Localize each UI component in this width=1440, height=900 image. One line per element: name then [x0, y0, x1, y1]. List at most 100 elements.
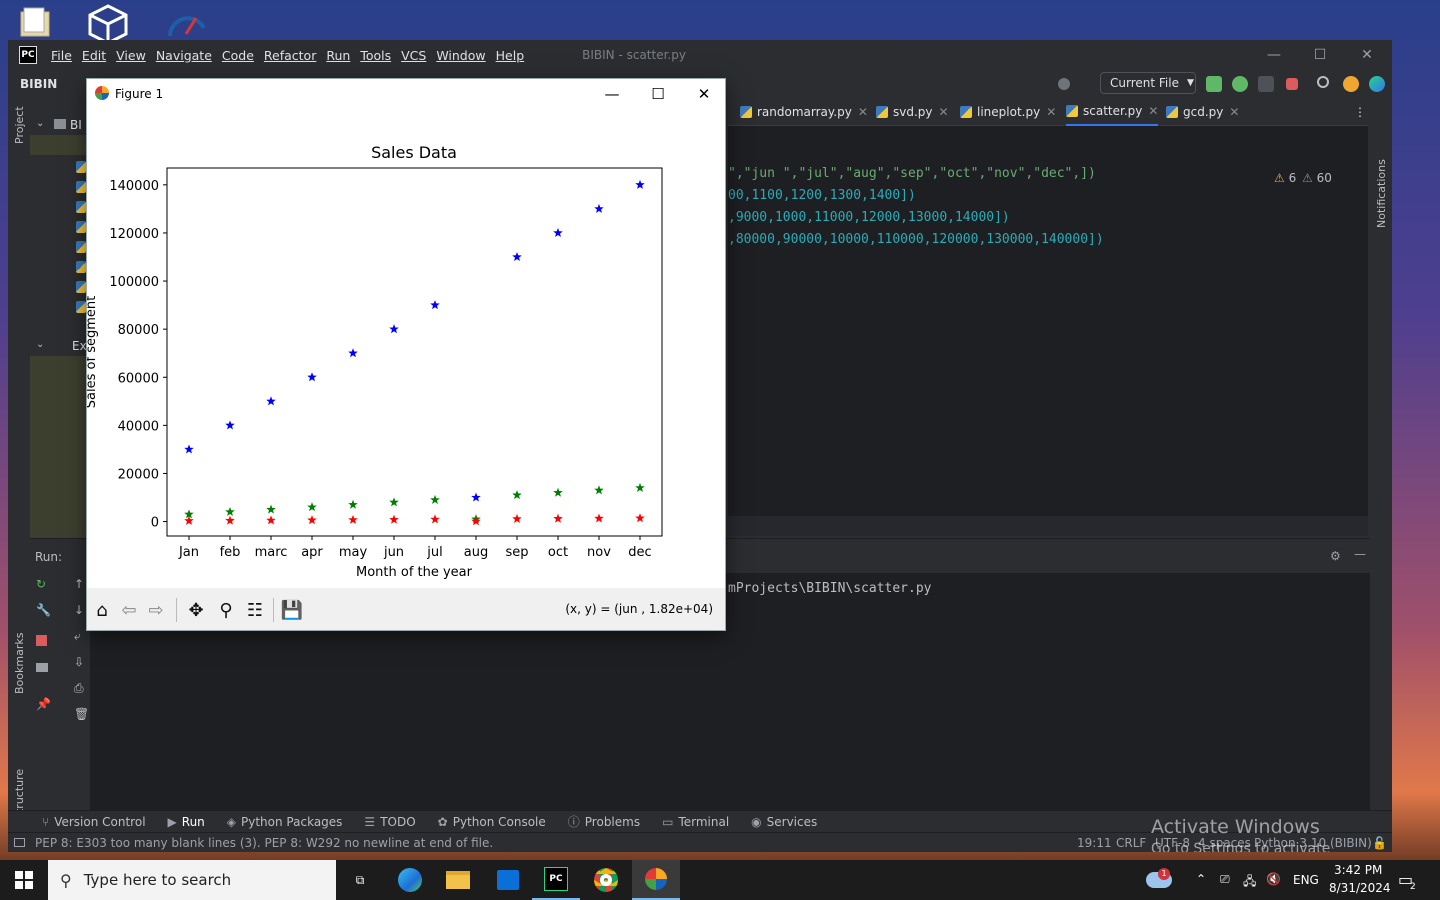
- close-tab-icon[interactable]: ✕: [1046, 105, 1057, 119]
- back-arrow-icon[interactable]: ⇦: [121, 599, 137, 621]
- stop-icon[interactable]: [36, 635, 47, 646]
- chrome-icon[interactable]: [582, 860, 630, 900]
- code-editor[interactable]: randomarray.py ✕ svd.py ✕ lineplot.py ✕ sca…: [728, 98, 1368, 536]
- menu-tools[interactable]: Tools: [360, 47, 392, 63]
- warnings-indicator[interactable]: ⚠ 6: [1274, 171, 1297, 185]
- close-tab-icon[interactable]: ✕: [1148, 104, 1159, 118]
- menu-help[interactable]: Help: [495, 47, 525, 63]
- update-icon[interactable]: [1343, 76, 1359, 92]
- desktop-folder-icon[interactable]: [18, 4, 62, 44]
- tab-svd[interactable]: svd.py ✕: [876, 98, 949, 126]
- notification-center-icon[interactable]: ▭: [1398, 870, 1414, 889]
- print-icon[interactable]: ⎙: [74, 681, 84, 695]
- layout-icon[interactable]: [36, 663, 48, 672]
- tab-lineplot[interactable]: lineplot.py ✕: [960, 98, 1056, 126]
- scroll-to-end-icon[interactable]: ⇩: [74, 655, 85, 669]
- menu-window[interactable]: Window: [436, 47, 486, 63]
- close-tab-icon[interactable]: ✕: [857, 105, 868, 119]
- bookmarks-tool-button[interactable]: Bookmarks: [13, 632, 26, 694]
- jetbrains-ai-icon[interactable]: [1369, 76, 1385, 92]
- trash-icon[interactable]: 🗑: [74, 707, 90, 721]
- desktop-speedometer-icon[interactable]: [164, 4, 208, 44]
- file-explorer-icon[interactable]: [434, 860, 482, 900]
- minimize-button[interactable]: —: [1267, 47, 1281, 63]
- coverage-icon[interactable]: [1258, 76, 1274, 92]
- maximize-button[interactable]: ☐: [1313, 47, 1327, 63]
- menu-run[interactable]: Run: [326, 47, 351, 63]
- status-caret-position[interactable]: 19:11: [1077, 835, 1112, 850]
- pan-move-icon[interactable]: ✥: [188, 599, 204, 621]
- tool-services[interactable]: ◉ Services: [751, 814, 818, 829]
- tab-gcd[interactable]: gcd.py ✕: [1166, 98, 1239, 126]
- matplotlib-taskbar-icon[interactable]: [632, 860, 680, 900]
- tree-sdk-rows[interactable]: [30, 356, 90, 538]
- save-figure-icon[interactable]: 💾: [280, 599, 304, 621]
- tab-scatter[interactable]: scatter.py ✕: [1066, 98, 1159, 126]
- ms-store-icon[interactable]: [484, 860, 532, 900]
- meet-now-icon[interactable]: ⎚: [1220, 872, 1230, 886]
- tab-randomarray[interactable]: randomarray.py ✕: [740, 98, 868, 126]
- desktop-virtualbox-icon[interactable]: [86, 4, 130, 45]
- down-arrow-icon[interactable]: ↓: [74, 603, 85, 617]
- menu-file[interactable]: File: [51, 47, 72, 63]
- volume-muted-icon[interactable]: 🔇: [1266, 872, 1281, 886]
- task-view-icon[interactable]: ⧉: [355, 872, 365, 887]
- network-icon[interactable]: 🖧: [1243, 874, 1257, 888]
- taskbar-search-box[interactable]: ⚲ Type here to search: [48, 860, 336, 900]
- wrench-icon[interactable]: 🔧: [36, 603, 51, 617]
- figure-close-button[interactable]: ✕: [697, 85, 711, 103]
- pin-icon[interactable]: 📌: [36, 697, 51, 711]
- status-line-separator[interactable]: CRLF: [1116, 835, 1147, 850]
- figure-minimize-button[interactable]: —: [604, 85, 620, 103]
- tool-python-packages[interactable]: ◈ Python Packages: [226, 814, 343, 829]
- tree-folder-row[interactable]: [30, 135, 90, 155]
- close-button[interactable]: ✕: [1361, 47, 1373, 63]
- pycharm-taskbar-icon[interactable]: PC: [532, 860, 580, 900]
- menu-edit[interactable]: Edit: [81, 47, 107, 63]
- up-arrow-icon[interactable]: ↑: [74, 577, 85, 591]
- menu-view[interactable]: View: [116, 47, 146, 63]
- home-icon[interactable]: ⌂: [96, 599, 108, 621]
- status-interpreter[interactable]: Python 3.10 (BIBIN): [1254, 835, 1372, 850]
- search-icon[interactable]: [1317, 76, 1329, 88]
- soft-wrap-icon[interactable]: ⤶: [74, 629, 81, 643]
- tree-external-libs[interactable]: ⌄ Ex: [36, 339, 87, 353]
- forward-arrow-icon[interactable]: ⇨: [148, 599, 164, 621]
- user-icon[interactable]: [1058, 78, 1070, 90]
- language-indicator[interactable]: ENG: [1293, 873, 1319, 887]
- menu-code[interactable]: Code: [221, 47, 254, 63]
- scatter-chart[interactable]: Sales Data Month of the year Sales of se…: [87, 109, 725, 588]
- tool-run[interactable]: ▶ Run: [167, 814, 205, 829]
- tree-file-row[interactable]: [30, 237, 90, 257]
- tree-file-row[interactable]: [30, 297, 90, 317]
- tree-file-row[interactable]: [30, 257, 90, 277]
- clock-date[interactable]: 8/31/2024: [1329, 881, 1391, 895]
- menu-navigate[interactable]: Navigate: [155, 47, 212, 63]
- status-indent[interactable]: 4 spaces: [1198, 835, 1251, 850]
- status-encoding[interactable]: UTF-8: [1155, 835, 1190, 850]
- tree-file-row[interactable]: [30, 177, 90, 197]
- tool-terminal[interactable]: ▭ Terminal: [662, 814, 730, 829]
- notifications-tool-button[interactable]: Notifications: [1375, 159, 1388, 228]
- tab-menu-icon[interactable]: ⋮: [1354, 105, 1366, 119]
- tool-problems[interactable]: ⓘ Problems: [567, 814, 641, 830]
- tree-file-row[interactable]: [30, 217, 90, 237]
- tree-file-row[interactable]: [30, 197, 90, 217]
- settings-gear-icon[interactable]: ⚙: [1330, 549, 1341, 563]
- weak-warnings-indicator[interactable]: ⚠ 60: [1302, 171, 1332, 185]
- status-message[interactable]: PEP 8: E303 too many blank lines (3). PE…: [35, 835, 494, 850]
- close-tab-icon[interactable]: ✕: [938, 105, 949, 119]
- tool-version-control[interactable]: ⑂ Version Control: [42, 814, 146, 829]
- rerun-icon[interactable]: ↻: [36, 577, 47, 591]
- run-config-select[interactable]: Current File ▼: [1100, 72, 1196, 94]
- clock-time[interactable]: 3:42 PM: [1334, 863, 1383, 877]
- tree-root-row[interactable]: ⌄ BI: [36, 118, 82, 132]
- hide-panel-icon[interactable]: —: [1354, 547, 1366, 561]
- tree-file-row[interactable]: [30, 277, 90, 297]
- menu-vcs[interactable]: VCS: [401, 47, 427, 63]
- breadcrumb-project[interactable]: BIBIN: [20, 77, 58, 91]
- subplots-config-icon[interactable]: ☷: [246, 599, 264, 621]
- project-tool-button[interactable]: Project: [13, 106, 26, 144]
- lock-icon[interactable]: 🔓: [1372, 835, 1387, 850]
- edge-browser-icon[interactable]: [386, 860, 434, 900]
